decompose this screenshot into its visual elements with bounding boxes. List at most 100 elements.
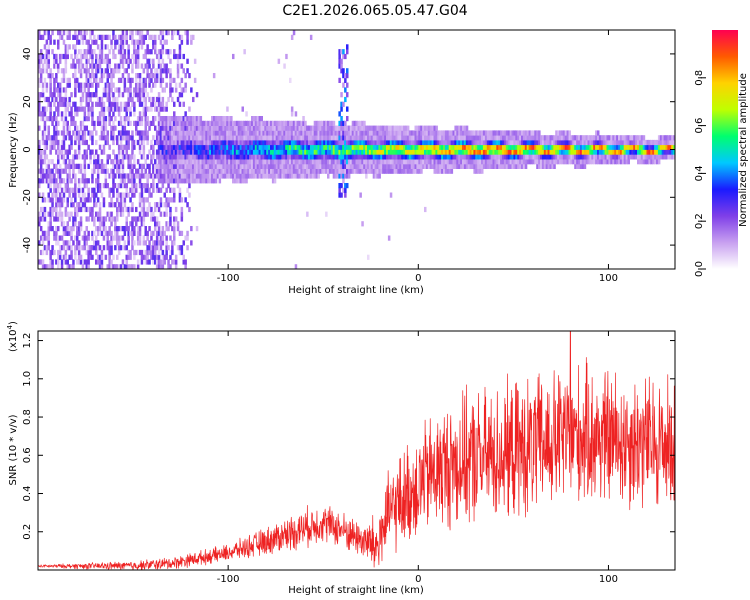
heatmap-cell — [488, 163, 492, 169]
heatmap-cell — [349, 149, 353, 155]
heatmap-cell — [41, 116, 45, 122]
heatmap-cell — [349, 135, 353, 141]
y-tick-label: 0 — [22, 146, 33, 152]
heatmap-cell — [433, 159, 436, 165]
heatmap-cell — [300, 120, 303, 126]
heatmap-cell — [95, 235, 98, 241]
heatmap-cell — [361, 125, 364, 131]
heatmap-cell — [252, 168, 256, 174]
heatmap-cell — [41, 159, 45, 165]
heatmap-cell — [74, 249, 77, 256]
heatmap-cell — [521, 135, 524, 141]
heatmap-cell — [538, 139, 541, 146]
heatmap-cell — [62, 230, 66, 236]
heatmap-cell — [157, 144, 161, 150]
heatmap-cell — [209, 139, 212, 146]
heatmap-cell — [361, 221, 364, 227]
heatmap-cell — [652, 159, 655, 165]
heatmap-cell — [49, 178, 52, 184]
heatmap-cell — [271, 168, 275, 174]
heatmap-cell — [521, 144, 524, 150]
heatmap-cell — [363, 144, 366, 150]
heatmap-cell — [58, 101, 62, 107]
heatmap-cell — [87, 82, 90, 88]
heatmap-cell — [600, 139, 604, 146]
heatmap-cell — [41, 149, 45, 155]
heatmap-cell — [77, 144, 81, 150]
heatmap-cell — [199, 125, 203, 131]
heatmap-cell — [106, 82, 109, 88]
heatmap-cell — [68, 245, 71, 251]
heatmap-cell — [625, 139, 629, 146]
heatmap-cell — [98, 221, 102, 227]
heatmap-cell — [57, 173, 60, 179]
heatmap-cell — [159, 144, 163, 150]
heatmap-cell — [591, 144, 594, 150]
heatmap-cell — [574, 163, 577, 169]
heatmap-cell — [656, 144, 659, 150]
heatmap-cell — [325, 154, 328, 160]
heatmap-cell — [515, 144, 518, 150]
heatmap-cell — [412, 144, 416, 150]
heatmap-cell — [327, 154, 330, 160]
heatmap-cell — [142, 96, 146, 103]
heatmap-cell — [232, 139, 235, 146]
heatmap-cell — [57, 211, 60, 217]
heatmap-cell — [154, 44, 157, 50]
heatmap-cell — [167, 116, 170, 122]
heatmap-cell — [140, 82, 144, 88]
heatmap-cell — [389, 159, 393, 165]
heatmap-cell — [184, 120, 187, 126]
heatmap-cell — [218, 154, 222, 160]
heatmap-cell — [473, 139, 476, 146]
heatmap-cell — [346, 168, 349, 174]
heatmap-cell — [51, 168, 54, 174]
heatmap-cell — [486, 139, 490, 146]
heatmap-cell — [96, 178, 100, 184]
heatmap-cell — [285, 120, 288, 126]
heatmap-cell — [186, 39, 189, 45]
heatmap-cell — [287, 120, 290, 126]
heatmap-cell — [484, 149, 488, 155]
heatmap-cell — [123, 144, 127, 150]
heatmap-cell — [585, 144, 589, 150]
heatmap-cell — [656, 159, 659, 165]
heatmap-cell — [572, 149, 575, 155]
heatmap-cell — [131, 77, 134, 83]
heatmap-cell — [182, 87, 185, 93]
heatmap-cell — [83, 30, 87, 36]
heatmap-cell — [83, 230, 87, 236]
heatmap-cell — [41, 106, 45, 112]
heatmap-cell — [380, 163, 383, 169]
heatmap-cell — [275, 144, 279, 150]
heatmap-cell — [598, 159, 602, 165]
heatmap-cell — [536, 163, 539, 169]
heatmap-cell — [106, 168, 109, 174]
heatmap-cell — [87, 87, 90, 93]
heatmap-cell — [279, 163, 282, 169]
heatmap-cell — [199, 178, 203, 184]
heatmap-cell — [165, 202, 168, 208]
heatmap-cell — [121, 30, 125, 36]
heatmap-cell — [58, 163, 62, 169]
heatmap-cell — [492, 159, 495, 165]
heatmap-cell — [568, 130, 571, 136]
heatmap-cell — [328, 149, 332, 155]
heatmap-cell — [114, 116, 117, 122]
heatmap-cell — [79, 63, 83, 69]
heatmap-cell — [91, 211, 94, 217]
heatmap-cell — [91, 139, 94, 146]
heatmap-cell — [570, 139, 573, 146]
heatmap-cell — [566, 149, 570, 155]
heatmap-cell — [205, 159, 208, 165]
heatmap-cell — [58, 87, 62, 93]
heatmap-cell — [401, 144, 404, 150]
heatmap-cell — [327, 130, 330, 136]
heatmap-cell — [327, 135, 330, 141]
heatmap-cell — [180, 249, 184, 256]
heatmap-cell — [58, 235, 62, 241]
heatmap-cell — [321, 149, 324, 155]
heatmap-cell — [178, 144, 182, 150]
heatmap-cell — [446, 130, 450, 136]
heatmap-cell — [150, 173, 153, 179]
